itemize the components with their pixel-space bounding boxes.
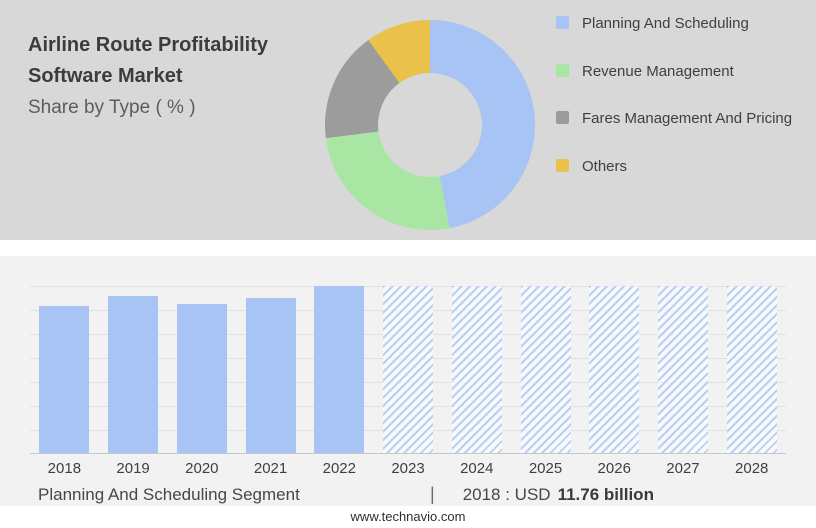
legend-label: Others xyxy=(582,157,628,175)
bar-2021 xyxy=(245,297,296,453)
footer: www.technavio.com xyxy=(0,506,816,528)
legend-swatch-icon xyxy=(556,158,569,172)
section-divider xyxy=(0,240,816,256)
x-axis-label: 2020 xyxy=(185,460,219,477)
value-prefix: 2018 : USD xyxy=(462,485,551,504)
bar-slot xyxy=(580,286,649,453)
bar-slot xyxy=(167,286,236,453)
bar-slot xyxy=(649,286,718,453)
legend-swatch-icon xyxy=(556,63,569,77)
bar-plot-bars xyxy=(30,286,786,453)
bar-2023 xyxy=(383,286,434,453)
value-bold: 11.76 billion xyxy=(557,485,654,504)
legend-item: Fares Management And Pricing xyxy=(556,109,798,129)
legend-swatch-icon xyxy=(556,111,569,124)
bar-2019 xyxy=(108,296,159,453)
bar-slot xyxy=(717,286,786,453)
bar-2020 xyxy=(176,304,227,453)
bar-slot xyxy=(99,286,168,453)
source-url: www.technavio.com xyxy=(350,509,466,524)
legend-item: Others xyxy=(556,157,798,177)
bar-2028 xyxy=(726,286,777,453)
legend-label: Planning And Scheduling xyxy=(582,15,749,32)
caption-separator: | xyxy=(430,484,435,504)
top-section: Airline Route Profitability Software Mar… xyxy=(0,0,816,240)
bar-slot xyxy=(305,286,374,453)
legend-label: Revenue Management xyxy=(582,62,734,80)
legend-swatch-icon xyxy=(556,16,569,29)
bar-slot xyxy=(236,286,305,453)
donut-hole xyxy=(378,73,482,177)
legend-item: Planning And Scheduling xyxy=(556,14,798,34)
bar-slot xyxy=(374,286,443,453)
bar-2022 xyxy=(314,286,365,453)
bar-slot xyxy=(442,286,511,453)
caption-row: Planning And Scheduling Segment | 2018 :… xyxy=(38,484,778,505)
bar-chart-section: 2018 2019 2020 2021 2022 2023 2024 2025 2026 2027… xyxy=(0,256,816,506)
x-axis-label: 2026 xyxy=(597,460,631,477)
page-title-line1: Airline Route Profitability xyxy=(28,34,269,56)
x-axis-label: 2025 xyxy=(528,460,563,477)
bar-plot xyxy=(30,286,786,454)
legend: Planning And Scheduling Revenue Managemen… xyxy=(556,0,798,240)
x-axis-label: 2028 xyxy=(735,460,769,477)
segment-label: Planning And Scheduling Segment xyxy=(38,485,300,504)
bar-2024 xyxy=(451,286,502,453)
bar-2027 xyxy=(657,286,708,453)
x-axis-label: 2021 xyxy=(253,460,288,477)
x-axis-labels: 2018 2019 2020 2021 2022 2023 2024 2025 2026 2027… xyxy=(30,460,786,477)
x-axis-label: 2023 xyxy=(391,460,425,477)
title-block: Airline Route Profitability Software Mar… xyxy=(0,0,305,240)
x-axis-label: 2019 xyxy=(116,460,150,477)
bar-2025 xyxy=(520,286,571,453)
x-axis-label: 2022 xyxy=(322,460,356,477)
bar-slot xyxy=(511,286,580,453)
legend-label: Fares Management And Pricing xyxy=(582,110,793,127)
legend-item: Revenue Management xyxy=(556,62,798,82)
page-title-line2: Software Market xyxy=(28,65,183,87)
page-subtitle: Share by Type ( % ) xyxy=(28,97,196,118)
bar-slot xyxy=(30,286,99,453)
bar-2026 xyxy=(589,286,640,453)
x-axis-label: 2024 xyxy=(460,460,494,477)
x-axis-label: 2027 xyxy=(666,460,700,477)
donut-chart-wrap xyxy=(325,20,535,230)
x-axis-label: 2018 xyxy=(47,460,82,477)
bar-2018 xyxy=(39,306,90,453)
